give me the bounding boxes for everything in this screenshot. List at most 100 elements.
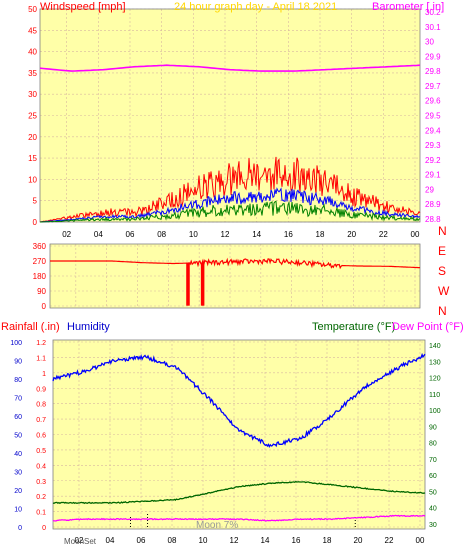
time-tick: 10	[199, 536, 208, 545]
time-tick: 12	[221, 230, 230, 239]
rainfall-tick: 0	[42, 525, 46, 532]
time-tick: 04	[106, 536, 115, 545]
direction-tick: 0	[42, 302, 47, 311]
temperature-tick: 110	[429, 392, 440, 399]
time-tick: 22	[385, 536, 394, 545]
barometer-tick: 30	[425, 38, 434, 47]
barometer-line	[39, 64, 421, 72]
compass-label: N	[438, 304, 447, 318]
humidity-tick: 10	[14, 507, 22, 514]
time-tick: 02	[75, 536, 84, 545]
humidity-axis-ticks: 0 10 20 30 40 50 60 70 80 90 100	[10, 340, 22, 532]
barometer-tick: 29.5	[425, 112, 441, 121]
barometer-tick: 29.3	[425, 141, 441, 150]
rainfall-tick: 0.5	[36, 448, 46, 455]
moonset-label: MoonSet	[64, 537, 97, 546]
time-tick: 16	[292, 536, 301, 545]
barometer-tick: 29.2	[425, 156, 441, 165]
direction-tick: 180	[33, 272, 47, 281]
barometer-tick: 29.8	[425, 67, 441, 76]
windspeed-tick: 15	[28, 154, 37, 163]
time-tick: 22	[379, 230, 388, 239]
windspeed-tick: 10	[28, 175, 37, 184]
rainfall-tick: 0.1	[36, 510, 46, 517]
chart-title: 24 hour graph day - April 18 2021	[174, 1, 337, 13]
direction-tick: 90	[37, 287, 46, 296]
windspeed-time-ticks: 02 04 06 08 10 12 14 16 18 20 22 00	[62, 230, 420, 239]
rainfall-tick: 0.9	[36, 386, 46, 393]
barometer-axis-ticks: 28.8 28.9 29 29.1 29.2 29.3 29.4 29.5 29.6 29.7 29…	[425, 8, 441, 224]
humidity-tick: 80	[14, 377, 22, 384]
time-tick: 20	[354, 536, 363, 545]
windspeed-tick: 5	[33, 197, 38, 206]
humidity-grid	[52, 339, 426, 530]
barometer-tick: 29.1	[425, 171, 441, 180]
windspeed-tick: 50	[28, 5, 37, 14]
time-tick: 18	[323, 536, 332, 545]
humidity-time-ticks: 02 04 06 08 10 12 14 16 18 20 22 00	[75, 536, 425, 545]
temperature-axis-label: Temperature (°F)	[312, 321, 395, 333]
compass-label: S	[438, 264, 446, 278]
humidity-series	[52, 352, 426, 522]
barometer-axis-label: Barometer [.in]	[372, 1, 444, 13]
humidity-tick: 20	[14, 488, 22, 495]
wind-average-line	[39, 187, 421, 223]
windspeed-tick: 20	[28, 133, 37, 142]
time-tick: 06	[126, 230, 135, 239]
temperature-tick: 30	[429, 522, 437, 529]
direction-tick: 270	[33, 257, 47, 266]
time-tick: 16	[284, 230, 293, 239]
humidity-tick: 60	[14, 414, 22, 421]
rainfall-axis-label: Rainfall (.in)	[1, 321, 60, 333]
humidity-tick: 40	[14, 451, 22, 458]
temperature-line	[52, 480, 426, 505]
temperature-tick: 140	[429, 343, 441, 350]
rainfall-tick: 0.6	[36, 433, 46, 440]
windspeed-tick: 0	[33, 218, 38, 227]
temperature-tick: 60	[429, 473, 437, 480]
time-tick: 08	[168, 536, 177, 545]
rainfall-tick: 0.4	[36, 463, 46, 470]
windspeed-tick: 35	[28, 69, 37, 78]
dew-point-axis-label: Dew Point (°F)	[392, 321, 464, 333]
wind-minimum-line	[40, 200, 421, 223]
windspeed-tick: 25	[28, 112, 37, 121]
temperature-tick: 50	[429, 489, 437, 496]
time-tick: 14	[261, 536, 270, 545]
rainfall-tick: 0.7	[36, 417, 46, 424]
humidity-tick: 50	[14, 433, 22, 440]
temperature-tick: 80	[429, 441, 437, 448]
windspeed-tick: 30	[28, 90, 37, 99]
rainfall-axis-ticks: 0 0.1 0.2 0.3 0.4 0.5 0.6 0.7 0.8 0.9 1 1.1 1.2	[36, 340, 46, 532]
barometer-tick: 29	[425, 185, 434, 194]
temperature-tick: 70	[429, 457, 437, 464]
humidity-panel: 0 0.1 0.2 0.3 0.4 0.5 0.6 0.7 0.8 0.9 1 1.1 1.2 0 10 2…	[1, 321, 464, 546]
dew-point-line	[52, 514, 426, 522]
barometer-tick: 30.1	[425, 23, 441, 32]
time-tick: 06	[137, 536, 146, 545]
rainfall-tick: 1.1	[36, 355, 46, 362]
windspeed-tick: 45	[28, 26, 37, 35]
barometer-tick: 29.7	[425, 82, 441, 91]
time-tick: 04	[94, 230, 103, 239]
barometer-tick: 30.2	[425, 8, 441, 17]
windspeed-grid	[39, 8, 421, 223]
humidity-tick: 100	[10, 340, 22, 347]
direction-grid	[49, 243, 421, 309]
windspeed-tick: 40	[28, 48, 37, 57]
barometer-tick: 28.8	[425, 215, 441, 224]
time-tick: 02	[62, 230, 71, 239]
rainfall-tick: 0.8	[36, 402, 46, 409]
windspeed-axis-ticks: 0 5 10 15 20 25 30 35 40 45 50	[28, 5, 37, 227]
humidity-axis-label: Humidity	[67, 321, 110, 333]
barometer-tick: 29.6	[425, 97, 441, 106]
time-tick: 10	[189, 230, 198, 239]
temperature-tick: 130	[429, 359, 441, 366]
temperature-tick: 100	[429, 408, 441, 415]
temperature-tick: 120	[429, 376, 441, 383]
direction-axis-ticks: 0 90 180 270 360	[33, 242, 47, 311]
